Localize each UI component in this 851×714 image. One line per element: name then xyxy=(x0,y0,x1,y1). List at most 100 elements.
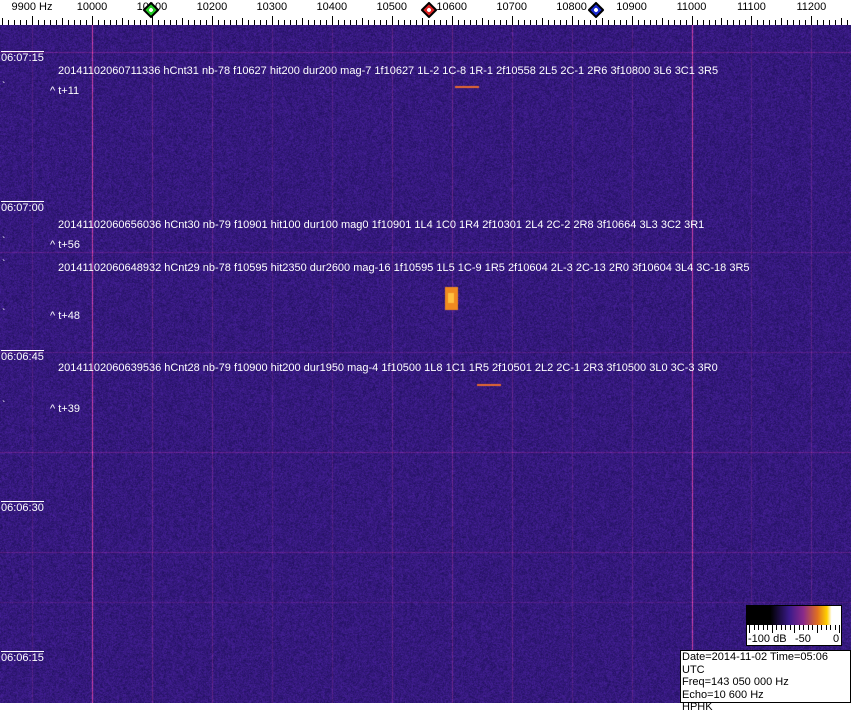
freq-tick xyxy=(811,16,812,25)
freq-tick xyxy=(650,20,651,25)
freq-tick xyxy=(236,20,237,25)
freq-tick xyxy=(284,20,285,25)
freq-tick xyxy=(482,18,483,25)
colorbar-tick xyxy=(749,625,750,633)
freq-tick xyxy=(697,20,698,25)
event-mark: ` xyxy=(2,236,6,247)
info-box: Date=2014-11-02 Time=05:06 UTC Freq=143 … xyxy=(680,650,851,713)
colorbar-tick xyxy=(789,625,791,630)
freq-tick xyxy=(74,20,75,25)
freq-tick xyxy=(686,20,687,25)
freq-tick xyxy=(799,20,800,25)
freq-tick xyxy=(590,20,591,25)
freq-tick xyxy=(572,16,573,25)
freq-tick xyxy=(446,20,447,25)
freq-tick xyxy=(566,20,567,25)
freq-tick xyxy=(98,20,99,25)
freq-tick xyxy=(278,20,279,25)
freq-tick xyxy=(290,20,291,25)
freq-tick xyxy=(50,20,51,25)
freq-tick xyxy=(626,20,627,25)
colorbar-label: -50 xyxy=(795,633,811,645)
freq-tick xyxy=(410,20,411,25)
freq-tick xyxy=(128,20,129,25)
freq-tick xyxy=(674,20,675,25)
freq-tick xyxy=(542,18,543,25)
detection-offset: ^ t+48 xyxy=(50,310,80,322)
freq-tick xyxy=(362,18,363,25)
freq-tick xyxy=(440,20,441,25)
freq-tick xyxy=(434,20,435,25)
freq-tick xyxy=(26,20,27,25)
freq-tick xyxy=(122,18,123,25)
freq-tick xyxy=(332,16,333,25)
freq-tick xyxy=(44,20,45,25)
freq-tick xyxy=(751,16,752,25)
time-label: 06:07:15 xyxy=(1,51,44,64)
freq-label: 10200 xyxy=(196,1,228,13)
freq-tick xyxy=(530,20,531,25)
freq-tick xyxy=(805,20,806,25)
freq-tick xyxy=(757,20,758,25)
freq-tick xyxy=(524,20,525,25)
freq-tick xyxy=(170,20,171,25)
freq-tick xyxy=(470,20,471,25)
freq-tick xyxy=(512,16,513,25)
info-date-time: Date=2014-11-02 Time=05:06 UTC xyxy=(682,651,828,676)
freq-tick xyxy=(302,18,303,25)
freq-tick xyxy=(404,20,405,25)
red-marker-icon[interactable] xyxy=(420,1,438,19)
freq-tick xyxy=(578,20,579,25)
freq-tick xyxy=(680,20,681,25)
colorbar-tick xyxy=(762,625,764,630)
freq-tick xyxy=(817,20,818,25)
freq-tick xyxy=(188,20,189,25)
freq-tick xyxy=(248,20,249,25)
freq-tick xyxy=(428,20,429,25)
freq-tick xyxy=(314,20,315,25)
blue-marker-icon[interactable] xyxy=(587,1,605,19)
waterfall-spectrogram[interactable]: 06:07:15 06:07:00 06:06:45 06:06:30 06:0… xyxy=(0,25,851,703)
freq-label: 10500 xyxy=(376,1,408,13)
freq-tick xyxy=(218,20,219,25)
freq-label-unit: 9900 Hz xyxy=(11,1,53,13)
freq-tick xyxy=(608,20,609,25)
freq-tick xyxy=(823,20,824,25)
freq-tick xyxy=(416,20,417,25)
freq-tick xyxy=(398,20,399,25)
colorbar-tick xyxy=(753,625,755,630)
freq-tick xyxy=(835,20,836,25)
colorbar-tick xyxy=(776,625,777,630)
freq-tick xyxy=(134,20,135,25)
freq-tick xyxy=(518,20,519,25)
freq-tick xyxy=(152,16,153,25)
colorbar-tick xyxy=(758,625,759,630)
freq-label: 10800 xyxy=(556,1,587,13)
freq-tick xyxy=(596,20,597,25)
frequency-axis: 9900 Hz 10000101001020010300104001050010… xyxy=(0,0,851,25)
freq-tick xyxy=(380,20,381,25)
freq-tick xyxy=(104,20,105,25)
freq-tick xyxy=(86,20,87,25)
colorbar-label: -100 dB xyxy=(748,633,787,645)
freq-tick xyxy=(356,20,357,25)
colorbar-tick xyxy=(825,625,827,630)
event-mark: ` xyxy=(2,81,6,92)
freq-tick xyxy=(656,20,657,25)
colorbar-gradient xyxy=(747,606,841,625)
freq-tick xyxy=(560,20,561,25)
time-label: 06:06:30 xyxy=(1,501,44,514)
freq-label: 10600 xyxy=(436,1,467,13)
event-mark: ` xyxy=(2,400,6,411)
freq-label: 10300 xyxy=(256,1,288,13)
freq-tick xyxy=(266,20,267,25)
freq-tick xyxy=(488,20,489,25)
freq-tick xyxy=(164,20,165,25)
freq-tick xyxy=(110,20,111,25)
freq-tick xyxy=(548,20,549,25)
freq-tick xyxy=(787,20,788,25)
freq-tick xyxy=(458,20,459,25)
freq-tick xyxy=(733,20,734,25)
freq-tick xyxy=(206,20,207,25)
freq-tick xyxy=(92,16,93,25)
